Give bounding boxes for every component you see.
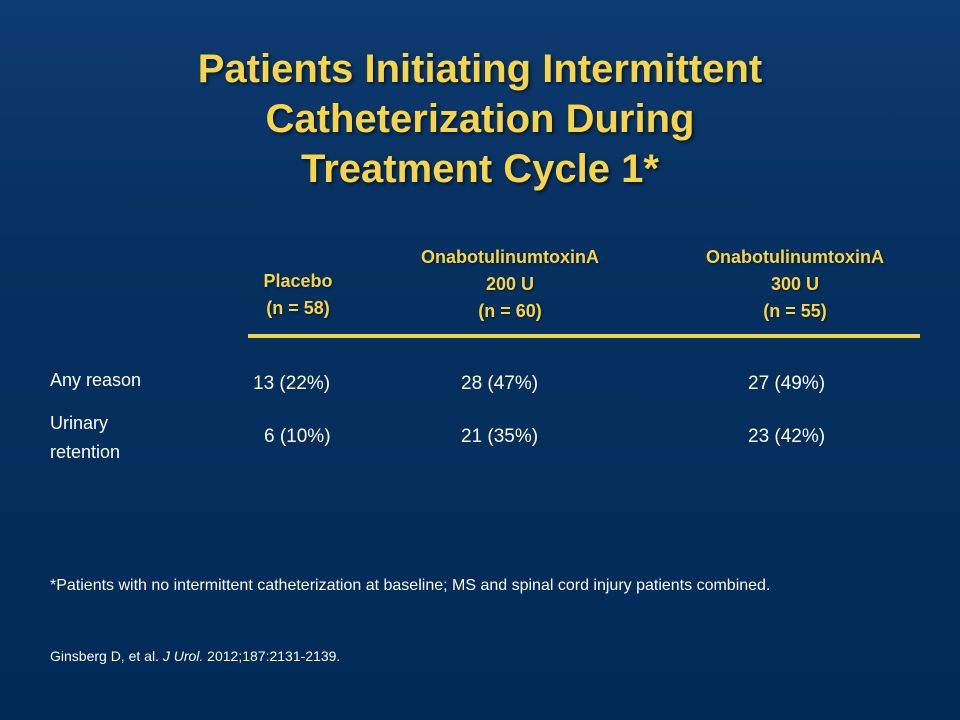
column-header-line: OnabotulinumtoxinA [706,247,884,267]
cell-urinary-retention-placebo: 6 (10%) [264,426,331,447]
row-label-line: Urinary [50,413,109,433]
row-label-line: Any reason [50,370,142,390]
column-header-placebo: Placebo (n = 58) [238,268,358,322]
column-header-line: 200 U [485,274,535,294]
reference-citation: 2012;187:2131-2139. [207,648,341,664]
cell-any-reason-300u: 27 (49%) [748,373,826,394]
reference-journal: J Urol. [162,648,204,664]
column-header-line: OnabotulinumtoxinA [421,247,599,267]
column-header-onabot-200: OnabotulinumtoxinA 200 U (n = 60) [380,244,640,325]
title-line: Catheterization During [265,97,695,141]
cell-any-reason-placebo: 13 (22%) [253,373,331,394]
cell-urinary-retention-300u: 23 (42%) [748,426,826,447]
column-header-line: 300 U [770,274,820,294]
column-header-line: (n = 60) [478,301,542,321]
row-label-line: retention [50,442,121,462]
column-header-onabot-300: OnabotulinumtoxinA 300 U (n = 55) [665,244,925,325]
footnote: *Patients with no intermittent catheteri… [50,577,771,594]
cell-any-reason-200u: 28 (47%) [461,373,539,394]
title-line: Treatment Cycle 1* [301,147,659,191]
reference-authors: Ginsberg D, et al. [50,648,159,664]
row-label-any-reason: Any reason [50,366,141,395]
column-header-line: Placebo [263,271,333,291]
header-divider [248,334,920,338]
row-label-urinary-retention: Urinary retention [50,409,120,467]
cell-urinary-retention-200u: 21 (35%) [461,426,539,447]
column-header-line: (n = 55) [763,301,827,321]
reference: Ginsberg D, et al. J Urol. 2012;187:2131… [50,646,340,666]
title-line: Patients Initiating Intermittent [197,47,763,91]
column-header-line: (n = 58) [266,298,330,318]
slide-title: Patients Initiating Intermittent Cathete… [0,44,960,194]
